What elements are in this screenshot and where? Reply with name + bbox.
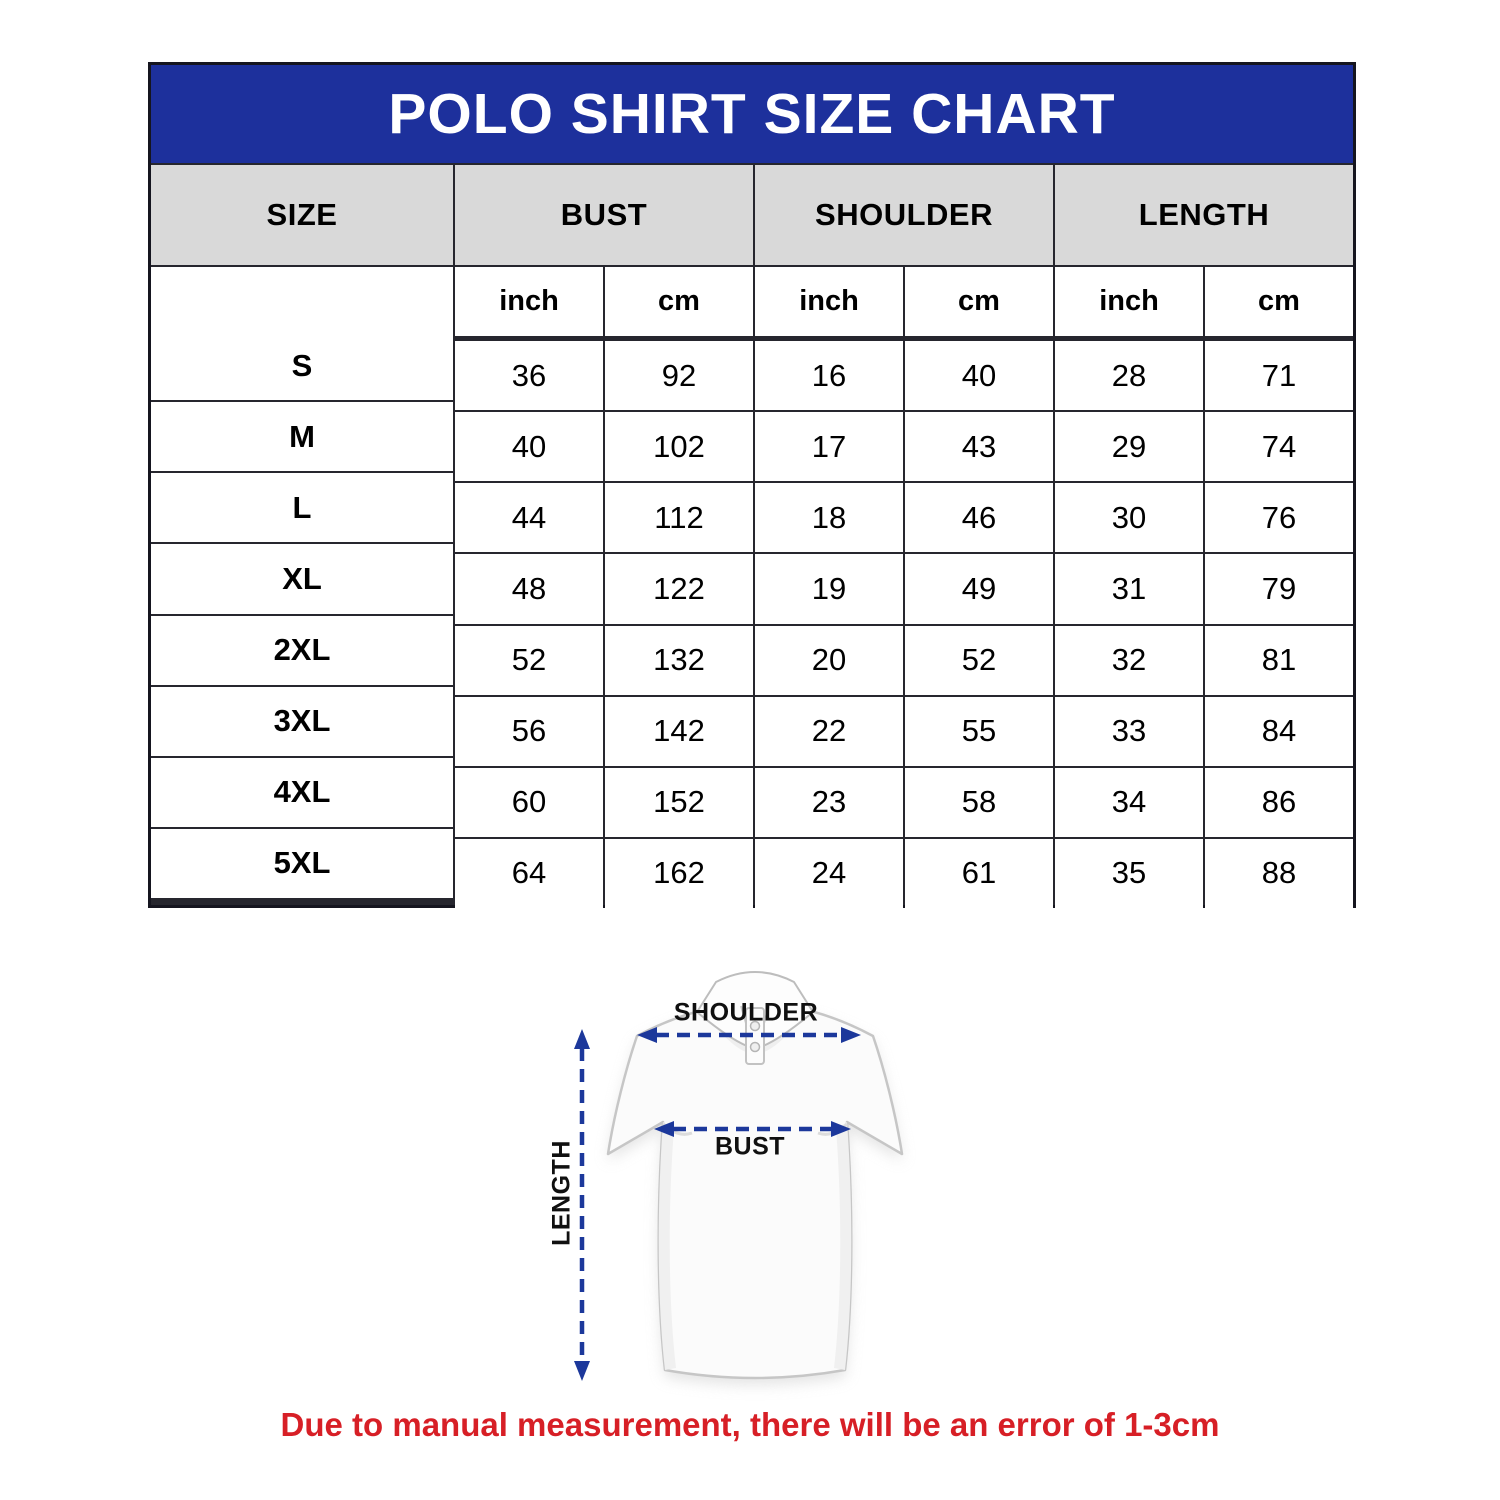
shirt-shading-right	[834, 1122, 852, 1370]
value-cell: 33	[1055, 696, 1203, 766]
shirt-shading-left	[658, 1122, 676, 1370]
value-cell: 44	[455, 483, 603, 553]
size-label: XL	[151, 544, 453, 614]
unit-header: cm	[605, 267, 753, 336]
length-arrow	[574, 1029, 590, 1381]
measurement-note: Due to manual measurement, there will be…	[280, 1406, 1220, 1443]
page-title: POLO SHIRT SIZE CHART	[151, 65, 1353, 163]
value-cell: 23	[755, 767, 903, 837]
value-cell: 81	[1205, 625, 1353, 695]
bust-arrow	[654, 1121, 851, 1137]
unit-header: cm	[1205, 267, 1353, 336]
size-label: 3XL	[151, 686, 453, 756]
shoulder-arrow	[637, 1027, 861, 1043]
size-label: M	[151, 402, 453, 472]
value-cell: 79	[1205, 554, 1353, 624]
value-cell: 46	[905, 483, 1053, 553]
value-cell: 40	[905, 341, 1053, 411]
value-cell: 60	[455, 767, 603, 837]
unit-header: cm	[905, 267, 1053, 336]
value-cell: 152	[605, 767, 753, 837]
button	[749, 1020, 761, 1032]
bust-measure-label: BUST	[714, 1132, 786, 1161]
value-cell: 132	[605, 625, 753, 695]
value-cell: 58	[905, 767, 1053, 837]
value-cell: 71	[1205, 341, 1353, 411]
value-cell: 56	[455, 696, 603, 766]
value-cell: 16	[755, 341, 903, 411]
value-cell: 52	[905, 625, 1053, 695]
size-label: 4XL	[151, 757, 453, 827]
value-cell: 24	[755, 838, 903, 908]
value-cell: 84	[1205, 696, 1353, 766]
value-cell: 88	[1205, 838, 1353, 908]
col-header-size: SIZE	[151, 165, 453, 265]
shoulder-measure-label: SHOULDER	[673, 998, 819, 1027]
value-cell: 36	[455, 341, 603, 411]
value-cell: 61	[905, 838, 1053, 908]
value-cell: 74	[1205, 412, 1353, 482]
value-cell: 29	[1055, 412, 1203, 482]
size-label: L	[151, 473, 453, 543]
value-cell: 31	[1055, 554, 1203, 624]
value-cell: 43	[905, 412, 1053, 482]
polo-shirt-illustration	[574, 971, 904, 1385]
size-label: S	[151, 331, 453, 401]
value-cell: 32	[1055, 625, 1203, 695]
col-header-shoulder: SHOULDER	[755, 165, 1053, 265]
value-cell: 35	[1055, 838, 1203, 908]
col-header-length: LENGTH	[1055, 165, 1353, 265]
value-cell: 20	[755, 625, 903, 695]
value-cell: 76	[1205, 483, 1353, 553]
value-cell: 18	[755, 483, 903, 553]
value-cell: 22	[755, 696, 903, 766]
value-cell: 40	[455, 412, 603, 482]
value-cell: 112	[605, 483, 753, 553]
unit-header: inch	[455, 267, 603, 336]
value-cell: 92	[605, 341, 753, 411]
length-measure-label: LENGTH	[547, 1140, 576, 1246]
value-cell: 122	[605, 554, 753, 624]
value-cell: 55	[905, 696, 1053, 766]
value-cell: 28	[1055, 341, 1203, 411]
value-cell: 49	[905, 554, 1053, 624]
value-cell: 142	[605, 696, 753, 766]
size-label: 2XL	[151, 615, 453, 685]
value-cell: 64	[455, 838, 603, 908]
value-cell: 52	[455, 625, 603, 695]
unit-header: inch	[1055, 267, 1203, 336]
value-cell: 19	[755, 554, 903, 624]
value-cell: 102	[605, 412, 753, 482]
value-cell: 17	[755, 412, 903, 482]
value-cell: 86	[1205, 767, 1353, 837]
unit-header: inch	[755, 267, 903, 336]
col-header-bust: BUST	[455, 165, 753, 265]
button	[749, 1041, 761, 1053]
value-cell: 48	[455, 554, 603, 624]
unit-row-empty-cell	[151, 267, 453, 336]
value-cell: 162	[605, 838, 753, 908]
value-cell: 30	[1055, 483, 1203, 553]
size-label: 5XL	[151, 828, 453, 898]
value-cell: 34	[1055, 767, 1203, 837]
size-chart-table: POLO SHIRT SIZE CHART SIZE BUST SHOULDER…	[148, 62, 1356, 908]
